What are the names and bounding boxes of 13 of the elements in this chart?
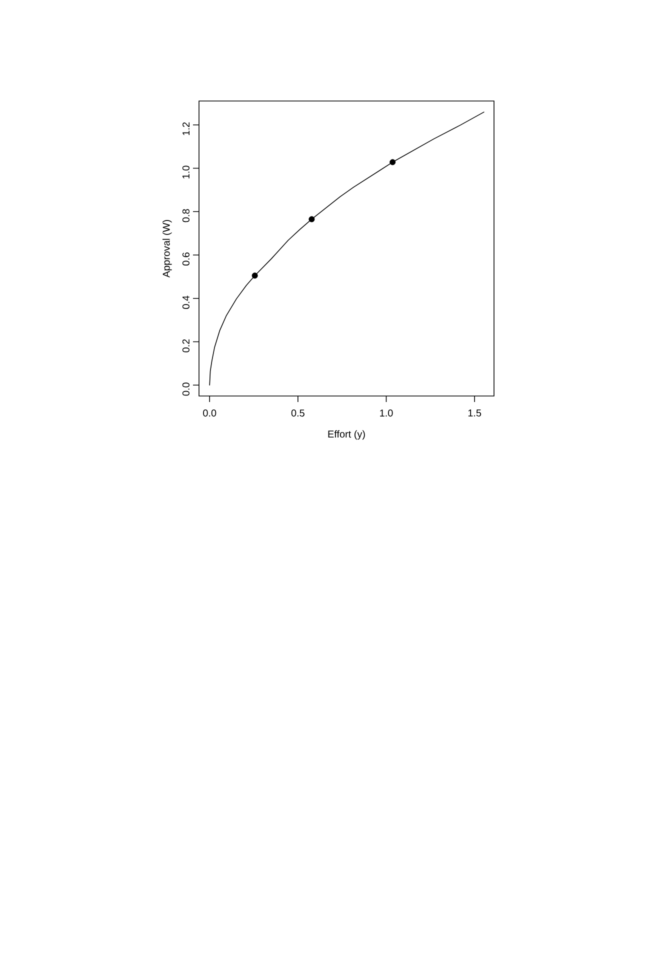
- y-axis-title: Approval (W): [162, 220, 172, 278]
- y-tick-label: 1.0: [182, 166, 190, 178]
- x-tick-label: 0.5: [291, 410, 304, 417]
- y-tick-label: 0.6: [182, 252, 190, 266]
- x-tick-label: 1.0: [380, 410, 393, 417]
- y-tick-label: 0.0: [182, 382, 190, 396]
- y-tick-label: 0.8: [182, 209, 190, 222]
- y-tick-label: 1.2: [182, 122, 190, 136]
- x-tick-label: 1.5: [468, 410, 482, 416]
- x-tick-label: 0.0: [203, 410, 216, 417]
- y-tick-label: 0.4: [182, 296, 190, 309]
- y-tick-label: 0.2: [182, 339, 190, 352]
- x-axis-title: Effort (y): [328, 430, 365, 440]
